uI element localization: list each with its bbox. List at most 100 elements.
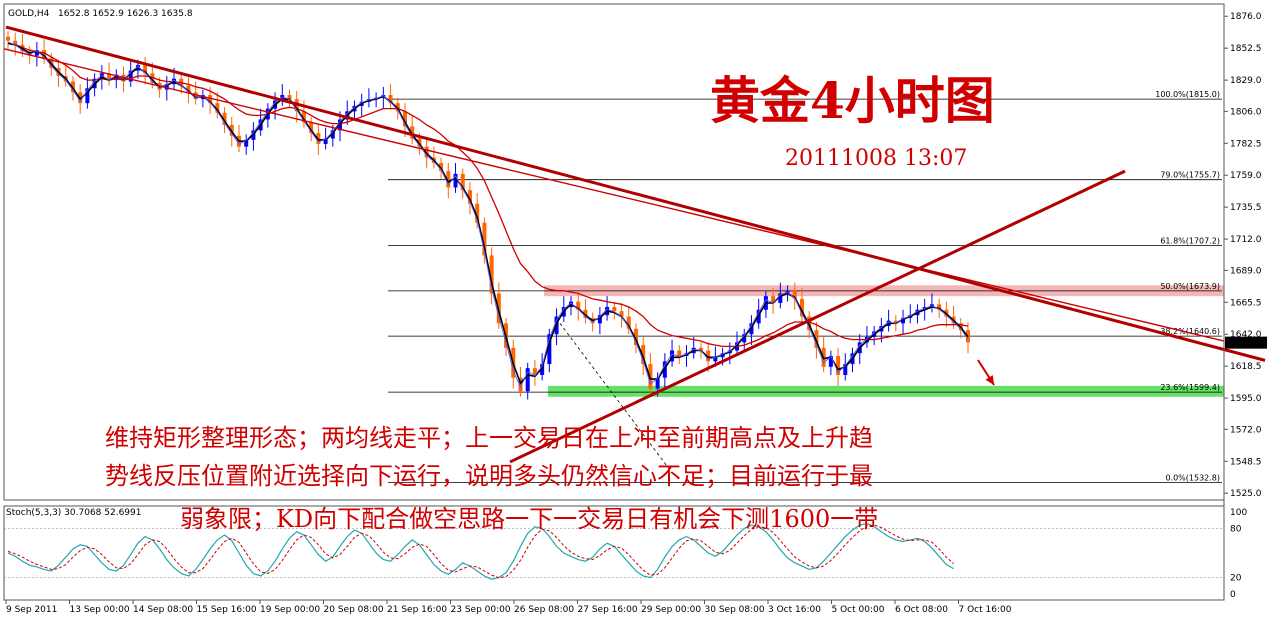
x-tick-label: 23 Sep 00:00	[451, 605, 511, 615]
stoch-k-line	[7, 522, 954, 580]
y-tick-label: 1525.0	[1230, 489, 1262, 499]
candle-body	[742, 334, 747, 343]
x-tick-label: 3 Oct 16:00	[768, 605, 821, 615]
y-tick-label: 1618.5	[1230, 362, 1262, 372]
fib-label: 61.8%(1707.2)	[1160, 237, 1220, 246]
candle-body	[937, 304, 942, 310]
candle-body	[489, 255, 494, 294]
candle-body	[655, 377, 660, 389]
candle-body	[309, 122, 314, 134]
y-tick-label: 1806.0	[1230, 107, 1262, 117]
candle-body	[843, 364, 848, 375]
stoch-d-line	[7, 524, 954, 579]
x-tick-label: 13 Sep 00:00	[70, 605, 130, 615]
candle-body	[814, 330, 819, 348]
candle-body	[114, 74, 119, 81]
candle-body	[453, 173, 458, 188]
candle-body	[641, 345, 646, 365]
candle-body	[402, 111, 407, 127]
candle-body	[323, 138, 328, 144]
candle-body	[698, 347, 703, 351]
candle-body	[128, 70, 133, 82]
candle-body	[193, 92, 198, 100]
candle-body	[778, 293, 783, 303]
candle-body	[626, 316, 631, 329]
y-tick-label: 1735.5	[1230, 203, 1262, 213]
analysis-line-3: 弱象限；KD向下配合做空思路一下一交易日有机会下测1600一带	[180, 505, 878, 533]
x-tick-label: 29 Sep 00:00	[641, 605, 701, 615]
y-tick-label: 1572.0	[1230, 425, 1262, 435]
x-tick-label: 9 Sep 2011	[6, 605, 57, 615]
candle-body	[287, 95, 292, 100]
analysis-line-2: 势线反压位置附近选择向下运行，说明多头仍然信心不足；目前运行于最	[105, 462, 873, 490]
y-tick-label: 1712.0	[1230, 235, 1262, 245]
candle-body	[395, 103, 400, 112]
candle-body	[338, 119, 343, 131]
candle-body	[446, 171, 451, 188]
y-tick-label: 1595.0	[1230, 394, 1262, 404]
candle-body	[99, 73, 104, 79]
x-tick-label: 7 Oct 16:00	[959, 605, 1012, 615]
fibonacci-levels: 100.0%(1815.0) 79.0%(1755.7) 61.8%(1707.2)…	[388, 90, 1222, 484]
candle-body	[439, 162, 444, 172]
candle-body	[706, 350, 711, 362]
candle-body	[410, 126, 415, 139]
x-tick-label: 30 Sep 08:00	[705, 605, 765, 615]
candle-body	[70, 81, 75, 93]
candle-body	[792, 290, 797, 299]
candle-body	[280, 95, 285, 101]
candle-body	[749, 323, 754, 335]
candle-body	[34, 50, 39, 56]
y-tick-label: 1829.0	[1230, 76, 1262, 86]
fib-label: 38.2%(1640.6)	[1160, 327, 1220, 336]
candle-body	[836, 355, 841, 375]
x-tick-label: 27 Sep 16:00	[578, 605, 638, 615]
candle-body	[215, 103, 220, 113]
candle-body	[330, 130, 335, 139]
candle-body	[612, 307, 617, 312]
candle-body	[143, 65, 148, 74]
y-tick-label: 1689.0	[1230, 266, 1262, 276]
x-tick-label: 14 Sep 08:00	[133, 605, 193, 615]
stochastic-tick-label: 100	[1230, 508, 1247, 518]
candle-body	[576, 301, 581, 310]
stochastic-label: Stoch(5,3,3) 30.7068 52.6991	[6, 508, 141, 518]
stochastic-tick-label: 20	[1230, 574, 1242, 584]
x-tick-label: 6 Oct 08:00	[895, 605, 948, 615]
candle-body	[301, 111, 306, 123]
candle-body	[677, 350, 682, 356]
candle-body	[6, 36, 10, 41]
candle-body	[107, 73, 112, 81]
x-tick-label: 5 Oct 00:00	[832, 605, 885, 615]
y-tick-label: 1665.5	[1230, 298, 1262, 308]
symbol-label: GOLD,H4	[8, 9, 50, 19]
candle-body	[482, 222, 487, 256]
candle-body	[525, 368, 530, 392]
y-tick-label: 1782.5	[1230, 139, 1262, 149]
candle-body	[713, 357, 718, 362]
candle-body	[670, 350, 675, 362]
x-tick-label: 19 Sep 00:00	[260, 605, 320, 615]
plot-background	[3, 3, 1225, 501]
candle-body	[475, 203, 480, 223]
candle-body	[244, 139, 249, 147]
stochastic-panel: 100 80 20 0	[3, 505, 1247, 601]
ohlc-readout: 1652.8 1652.9 1626.3 1635.8	[58, 9, 193, 19]
fib-label: 50.0%(1673.9)	[1160, 282, 1220, 291]
candle-body	[13, 40, 18, 45]
axes: 1876.0 1852.5 1829.0 1806.0 1782.5 1759.0 1735…	[5, 4, 1267, 615]
x-tick-label: 20 Sep 08:00	[324, 605, 384, 615]
y-tick-label: 1876.0	[1230, 12, 1262, 22]
candle-body	[467, 190, 472, 204]
candle-body	[799, 298, 804, 317]
ma-fast-line	[7, 41, 969, 389]
stochastic-tick-label: 0	[1230, 590, 1236, 600]
x-tick-label: 15 Sep 16:00	[197, 605, 257, 615]
candle-body	[388, 95, 393, 104]
candle-body	[597, 315, 602, 324]
last-price-marker	[1225, 336, 1267, 349]
fib-label: 0.0%(1532.8)	[1165, 474, 1220, 483]
main-plot-frame	[3, 3, 1225, 501]
analysis-line-1: 维持矩形整理形态；两均线走平；上一交易日在上冲至前期高点及上升趋	[105, 424, 873, 452]
candle-body	[648, 364, 653, 389]
